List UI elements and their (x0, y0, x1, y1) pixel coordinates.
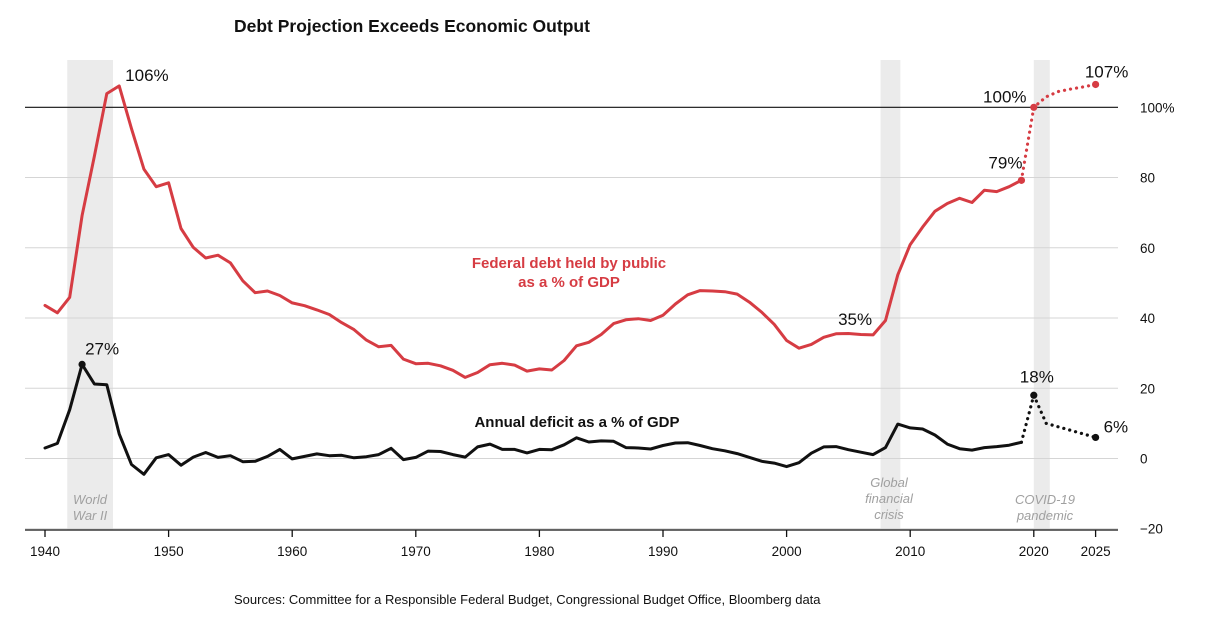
annotation-label: 18% (1020, 367, 1054, 386)
shaded-period (67, 60, 113, 530)
x-tick-label: 2000 (772, 544, 802, 559)
x-tick-label: 1960 (277, 544, 307, 559)
source-note: Sources: Committee for a Responsible Fed… (234, 592, 821, 607)
annotation-label: 100% (983, 87, 1026, 106)
shaded-period-label: World (73, 492, 108, 507)
x-tick-label: 1990 (648, 544, 678, 559)
series-line-debt_projection (1019, 82, 1098, 182)
shaded-period-label: War II (73, 508, 108, 523)
annotation-label: 79% (988, 153, 1022, 172)
x-tick-label: 1940 (30, 544, 60, 559)
y-tick-label: 20 (1140, 381, 1155, 396)
shaded-period-label: crisis (874, 507, 904, 522)
shaded-period-label: COVID-19 (1015, 492, 1075, 507)
y-tick-label: 0 (1140, 452, 1148, 467)
x-tick-label: 2010 (895, 544, 925, 559)
y-tick-label: −20 (1140, 522, 1163, 537)
gridlines (25, 106, 1118, 530)
shaded-period-label: pandemic (1016, 508, 1074, 523)
series-line-deficit (43, 362, 1023, 476)
y-tick-label: 80 (1140, 171, 1155, 186)
annotation-dot (78, 360, 86, 368)
x-axis (25, 529, 1118, 537)
shaded-period (880, 60, 901, 530)
shaded-period (1033, 60, 1050, 530)
x-tick-label: 2025 (1081, 544, 1111, 559)
annotation-dot (1092, 80, 1100, 89)
series-line-deficit_projection (1019, 393, 1098, 444)
series-line-debt (43, 84, 1023, 379)
y-tick-label: 40 (1140, 311, 1155, 326)
shaded-periods (67, 60, 1050, 530)
x-tick-label: 1970 (401, 544, 431, 559)
annotation-label: 106% (125, 66, 168, 85)
series-label-debt: Federal debt held by public (472, 255, 666, 272)
annotation-dot (1017, 176, 1026, 184)
annotation-dot (1030, 391, 1038, 399)
annotation-dot (1030, 103, 1038, 111)
series-label-deficit: Annual deficit as a % of GDP (474, 414, 679, 431)
annotation-label: 107% (1085, 62, 1128, 81)
annotation-dot (1092, 433, 1100, 442)
annotation-label: 27% (85, 339, 119, 358)
x-tick-label: 1950 (154, 544, 184, 559)
annotation-label: 6% (1104, 417, 1129, 436)
chart-title: Debt Projection Exceeds Economic Output (234, 16, 590, 36)
x-tick-label: 1980 (524, 544, 554, 559)
series-label-debt: as a % of GDP (518, 274, 620, 291)
x-tick-label: 2020 (1019, 544, 1049, 559)
y-tick-label: 60 (1140, 241, 1155, 256)
y-tick-label: 100% (1140, 100, 1175, 115)
shaded-period-label: financial (865, 491, 914, 506)
annotation-label: 35% (838, 310, 872, 329)
shaded-period-label: Global (870, 475, 909, 490)
